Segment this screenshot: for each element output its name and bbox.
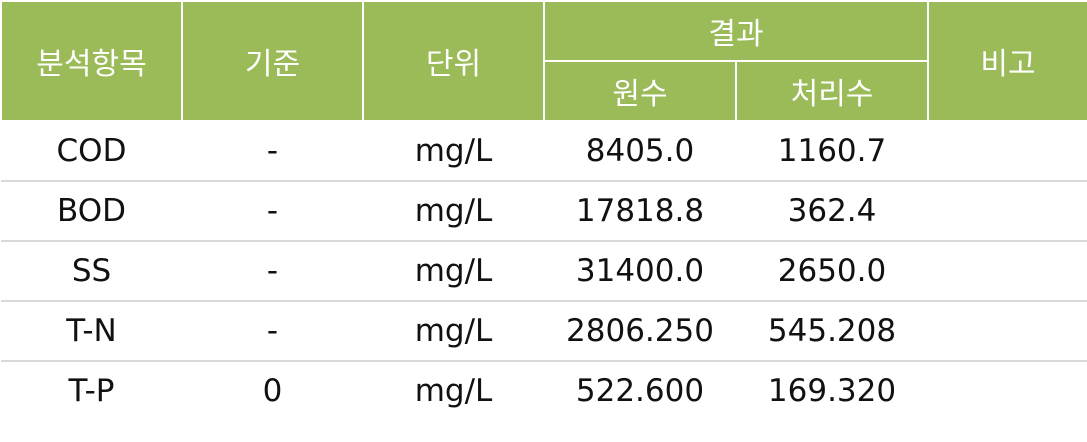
cell-standard: - [182,181,363,242]
cell-remarks [928,301,1087,362]
analysis-results-table: 분석항목 기준 단위 결과 비고 원수 처리수 COD - mg/L 8405.… [0,0,1087,420]
table-row: COD - mg/L 8405.0 1160.7 [1,121,1087,182]
header-raw: 원수 [543,60,737,122]
cell-unit: mg/L [363,181,544,242]
cell-unit: mg/L [363,301,544,362]
cell-item: T-N [1,301,182,362]
cell-remarks [928,121,1087,182]
table-row: BOD - mg/L 17818.8 362.4 [1,181,1087,242]
cell-standard: - [182,121,363,182]
table-body: COD - mg/L 8405.0 1160.7 BOD - mg/L 1781… [1,121,1087,420]
cell-treated: 545.208 [736,301,929,362]
header-result: 결과 [542,0,930,62]
cell-treated: 169.320 [767,373,897,409]
cell-raw: 522.600 [575,373,705,409]
cell-unit: mg/L [414,373,493,409]
cell-treated: 2650.0 [736,241,929,302]
cell-item: COD [1,121,182,182]
cell-unit: mg/L [363,241,544,302]
cell-unit: mg/L [363,121,544,182]
cell-raw: 2806.250 [544,301,736,362]
cell-raw: 17818.8 [544,181,736,242]
cell-standard: - [182,301,363,362]
table-row: SS - mg/L 31400.0 2650.0 [1,241,1087,302]
cell-standard: 0 [262,373,283,409]
cell-item: SS [1,241,182,302]
cell-raw: 31400.0 [544,241,736,302]
cell-treated: 1160.7 [736,121,929,182]
cell-item: T-P [68,373,115,409]
header-treated: 처리수 [734,60,930,122]
cell-item: BOD [1,181,182,242]
cell-remarks [928,361,1087,420]
table-row: T-N - mg/L 2806.250 545.208 [1,301,1087,362]
table-header: 분석항목 기준 단위 결과 비고 원수 처리수 [0,0,1087,122]
table-row: T-P 0 mg/L 522.600 169.320 [1,361,1087,420]
cell-remarks [928,181,1087,242]
header-standard: 기준 [181,0,364,122]
header-item: 분석항목 [0,0,183,122]
cell-treated: 362.4 [736,181,929,242]
cell-remarks [928,241,1087,302]
header-remarks: 비고 [927,0,1087,122]
header-unit: 단위 [362,0,545,122]
cell-standard: - [182,241,363,302]
cell-raw: 8405.0 [544,121,736,182]
